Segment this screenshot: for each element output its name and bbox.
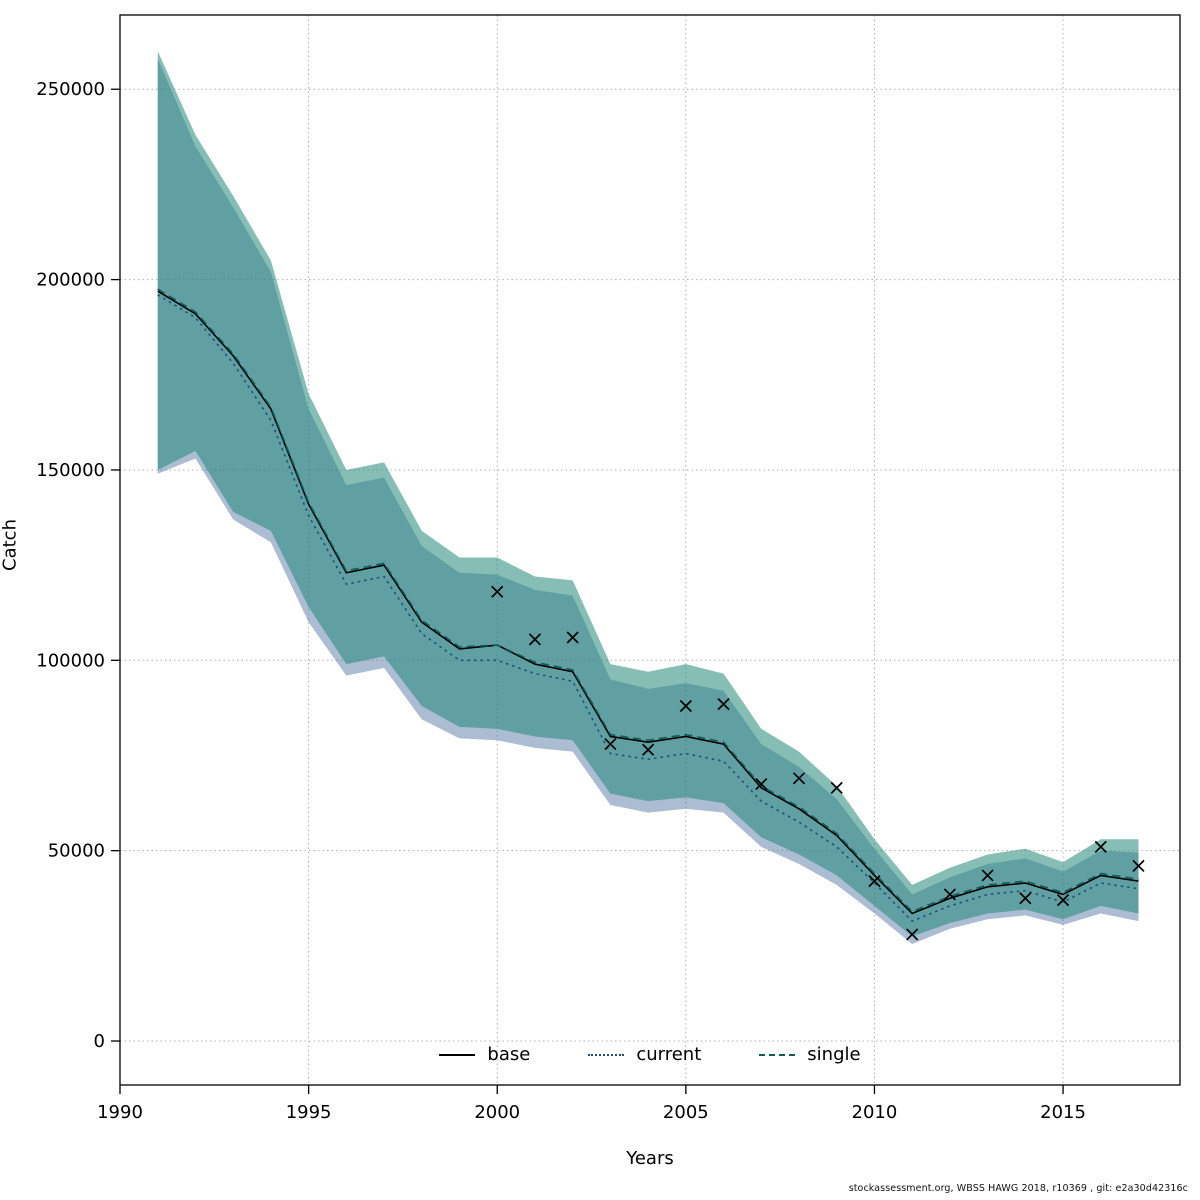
x-tick-label: 2000	[474, 1102, 520, 1123]
x-tick-label: 1995	[286, 1102, 332, 1123]
observation-marker	[792, 772, 806, 785]
legend-label-current: current	[636, 1044, 702, 1065]
x-tick-label: 2010	[852, 1102, 898, 1123]
y-tick-label: 200000	[36, 270, 105, 291]
legend-label-single: single	[807, 1044, 861, 1065]
y-tick-label: 250000	[36, 79, 105, 100]
observation-marker	[679, 699, 692, 713]
x-axis-title: Years	[626, 1148, 674, 1169]
observation-marker	[717, 697, 730, 711]
x-tick-label: 1990	[97, 1102, 143, 1123]
y-tick-label: 0	[94, 1031, 105, 1052]
observation-marker	[1094, 840, 1107, 853]
y-tick-label: 100000	[36, 650, 105, 671]
x-tick-label: 2005	[663, 1102, 709, 1123]
x-tick-label: 2015	[1040, 1102, 1086, 1123]
y-axis-title: Catch	[0, 519, 21, 571]
plot-border	[119, 14, 1181, 1086]
y-tick-label: 150000	[36, 460, 105, 481]
attribution-text: stockassessment.org, WBSS HAWG 2018, r10…	[848, 1183, 1188, 1194]
legend-item-current: current	[588, 1044, 701, 1065]
legend-line-sample-current	[588, 1053, 625, 1056]
observation-marker	[755, 777, 768, 791]
observation-marker	[830, 781, 843, 794]
legend-item-base: base	[439, 1044, 530, 1065]
legend-line-sample-single	[759, 1053, 796, 1056]
observation-marker	[1132, 859, 1145, 872]
observation-marker	[642, 743, 655, 756]
legend-line-sample-base	[439, 1053, 476, 1056]
observation-marker	[981, 869, 994, 882]
observation-marker	[604, 737, 617, 751]
observation-marker	[491, 585, 504, 598]
legend: base current single	[120, 1044, 1180, 1065]
observation-marker	[906, 928, 919, 941]
observation-marker	[943, 888, 956, 901]
observation-marker	[868, 875, 881, 888]
series-line-single	[157, 288, 1139, 913]
legend-label-base: base	[487, 1044, 531, 1065]
observation-marker	[1056, 894, 1070, 907]
series-line-current	[157, 294, 1139, 923]
observation-marker	[1019, 892, 1032, 905]
observation-marker	[566, 631, 579, 644]
series-line-base	[157, 290, 1139, 915]
legend-item-single: single	[759, 1044, 861, 1065]
y-tick-label: 50000	[48, 841, 105, 862]
observation-marker	[528, 633, 542, 646]
